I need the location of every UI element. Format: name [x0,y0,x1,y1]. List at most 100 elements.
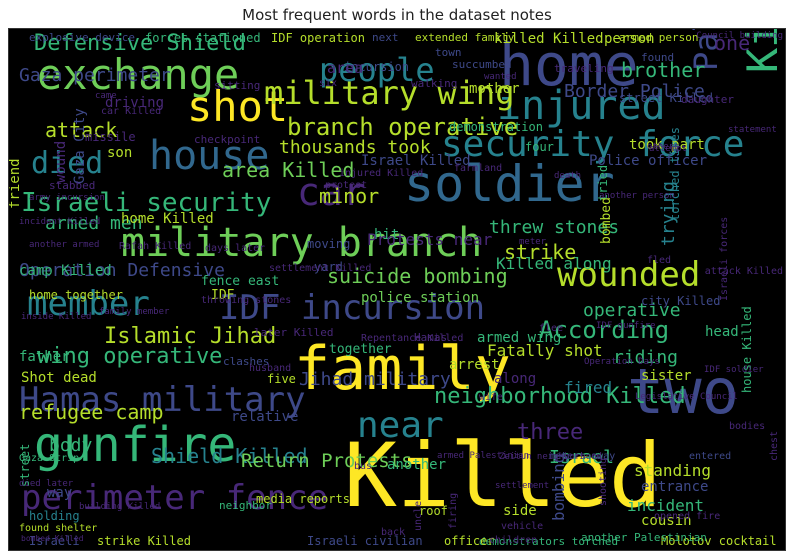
word-moving: moving [307,237,350,251]
word-hit: hit [374,227,399,243]
word-fatally-shot: Fatally shot [487,341,603,360]
word-demonstration: demonstration [449,120,543,134]
word-operation-defensive: Operation Defensive [19,260,225,281]
word-daughter: daughter [681,93,734,106]
word-brother: brother [621,58,705,82]
word-wound: wound [53,141,69,183]
word-succumbed: succumbed [452,58,512,71]
word-neighbor: neighbor [219,499,272,512]
word-days-later: days later [205,243,265,254]
word-entrance: entrance [641,479,708,495]
word-statement: statement [728,125,777,135]
word-back: back [381,527,405,538]
word-attempt: attempt [649,144,687,154]
word-rafah-killed: Rafah Killed [119,241,191,252]
word-attack-killed: attack Killed [705,266,783,277]
word-incursion: incursion [344,60,409,74]
word-cousin: cousin [641,513,692,529]
word-member: member [27,284,150,324]
word-exchange: exchange [37,50,239,99]
word-death: death [554,171,581,181]
word-way: way [47,485,72,501]
word-suicide-bombing: suicide bombing [327,264,508,288]
word-street-killed: street Killed [619,91,713,105]
word-clashes: clashes [223,355,269,368]
word-fled: fled [647,255,671,266]
word-killed-along: Killed along [496,254,612,273]
word-five: five [267,372,296,386]
word-died: died [31,146,103,181]
word-return-protests: Return Protests [241,450,413,472]
word-forces-stationed: forces stationed [145,31,261,45]
word-armed-palestinian: armed Palestinian [437,451,529,461]
word-meters-away: meters away [549,451,615,462]
word-son: son [107,145,132,161]
word-wanted: wanted [484,72,517,82]
word-town: town [435,46,462,59]
word-idf-gunfire: IDF gunfire [596,321,656,331]
word-idf-operation: IDF operation [271,31,365,45]
word-injured-killed: injured Killed [339,168,423,179]
word-police-officer: Police officer [589,153,707,169]
word-security-force: security force [441,124,744,165]
word-shield-killed: Shield Killed [151,444,308,468]
word-body: body [49,435,93,456]
word-tried: tried [596,165,610,201]
word-gaza-strip: Gaza Strip [19,453,79,464]
word-legislative-council: Legislative Council [635,392,738,402]
word-cloud: Killed soldier home family gunfire exchange ho… [8,28,786,551]
word-yard: yard [314,260,343,274]
word-another: another [387,457,446,473]
word-sister: sister [641,368,692,384]
word-house-killed: house Killed [740,306,754,393]
word-settlement-killed: settlement Killed [269,263,371,274]
word-others: others [647,142,680,152]
word-house: house [149,133,269,179]
word-city-killed: city Killed [641,294,720,308]
word-incident-killed: incident Killed [19,217,100,227]
word-missile: missile [85,130,136,144]
word-another-palestinian: another Palestinian [581,531,707,544]
word-standing: standing [634,461,711,480]
word-incident: incident [627,496,704,515]
word-found: found [641,51,674,64]
word-hamas-military: Hamas military [19,380,306,420]
word-bus: bus [354,461,372,472]
word-zeitun-neighborhood: Zeitun neighborhood [499,452,602,462]
word-idf: IDF [211,288,235,303]
word-military-wing: military wing [264,74,514,112]
word-another-person: another person [599,191,675,201]
word-four: four [525,140,554,154]
word-came: came [95,91,117,101]
word-one: one [714,31,750,55]
word-bombed-killed: bombed Killed [21,534,84,543]
word-killed-killed: killed Killed [494,31,604,47]
word-neighborhood-killed: neighborhood Killed [434,384,686,409]
word-trying: trying [658,181,679,246]
word-wife: wife [479,392,503,403]
word-hamas: Hamas [414,331,447,344]
word-area-killed: area Killed [222,158,354,182]
word-molotov-cocktail: Molotov cocktail [661,534,777,548]
word-relative: relative [231,409,298,425]
word-another-armed: another armed [29,240,99,250]
word-officer: officer [444,534,495,548]
word-fired: fired [564,378,612,397]
word-demonstrators-torched: demonstrators torched [479,535,618,548]
word-three: three [517,420,583,445]
word-protest: protest [325,180,367,191]
word-car: car [297,170,366,214]
word-killed-together: Killed together [738,29,785,73]
word-later-killed: later Killed [254,326,333,339]
word-strike: strike [504,240,576,264]
word-area: area [327,59,363,77]
word-entered: entered [689,451,731,462]
word-farmland: farmland [454,163,502,174]
word-roof: roof [419,504,448,518]
word-injured: injured [497,83,666,129]
word-meter: meter [519,237,547,247]
word-together: together [329,342,392,357]
word-operative: operative [583,300,681,321]
word-israeli-security: Israeli security [21,188,271,218]
word-idf-incursion: IDF incursion [219,288,485,328]
